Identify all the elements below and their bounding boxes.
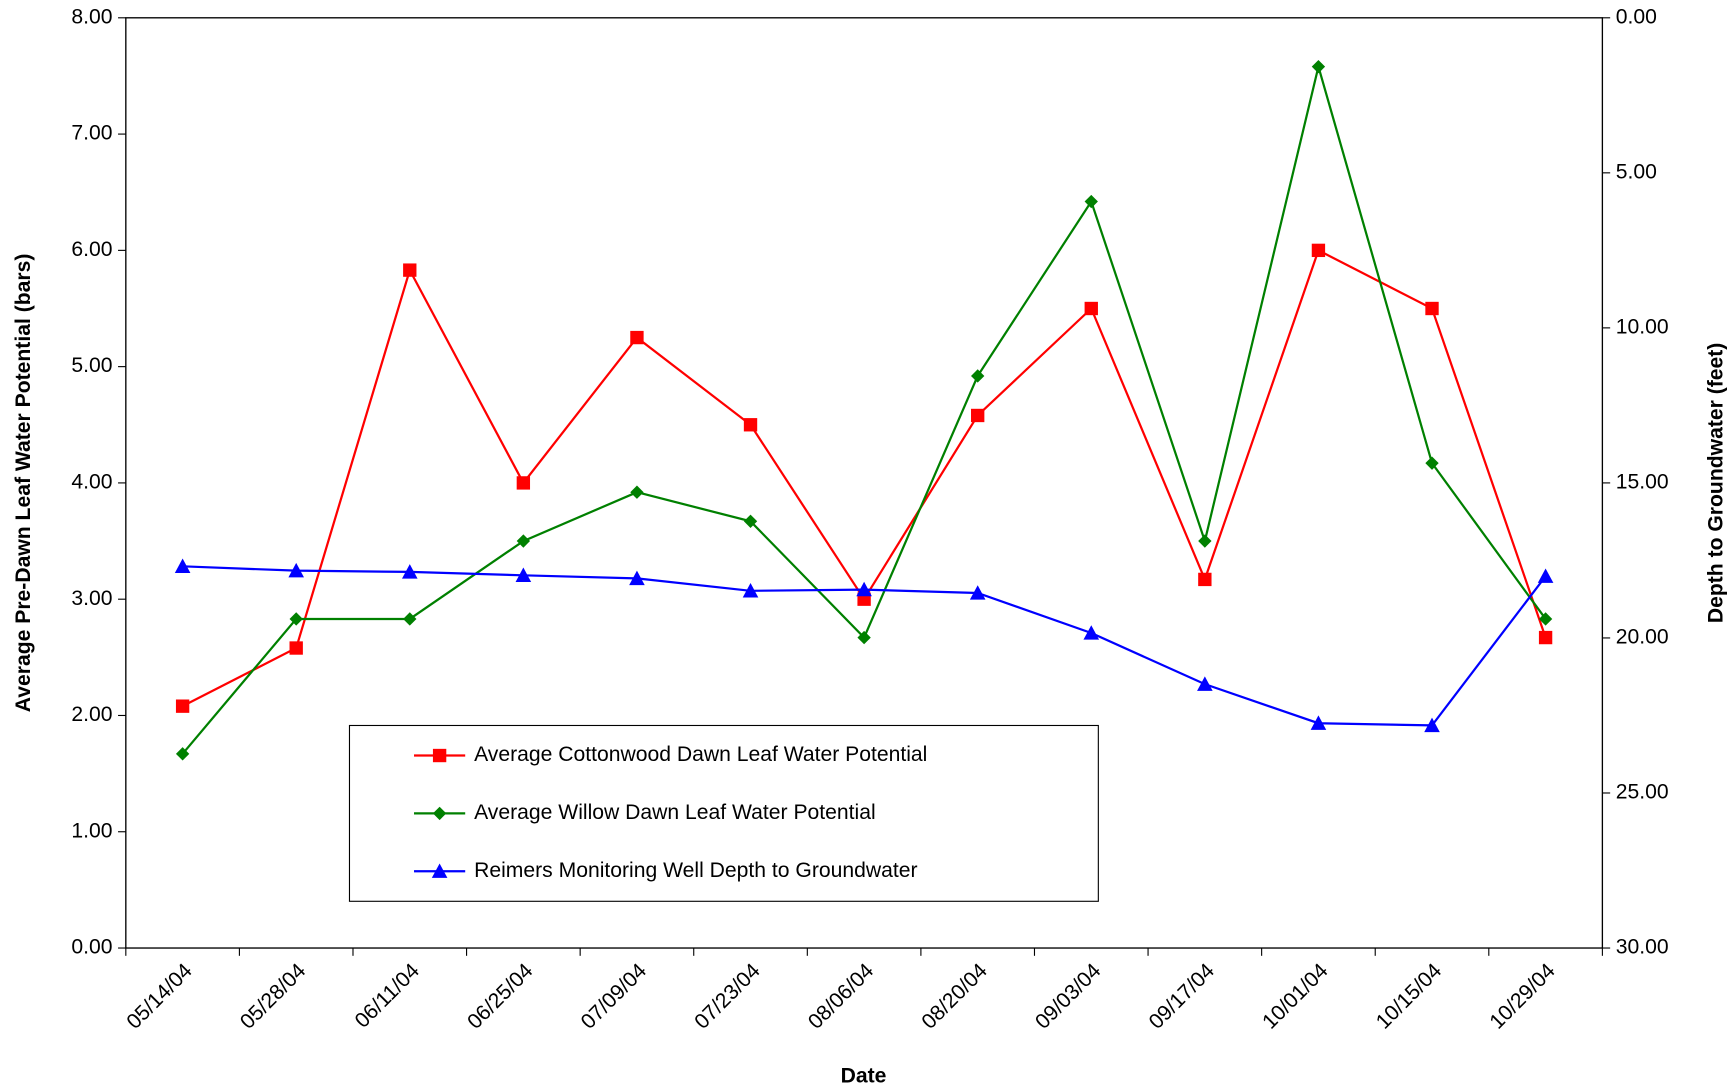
marker [1311,243,1326,258]
y2-tick-label: 30.00 [1616,936,1669,959]
y2-tick-label: 5.00 [1616,160,1657,183]
x-tick-label: 08/06/04 [804,959,879,1034]
y-tick-label: 7.00 [71,122,112,145]
y-axis-title: Average Pre-Dawn Leaf Water Potential (b… [12,254,35,713]
x-tick-label: 09/03/04 [1031,959,1106,1034]
x-tick-label: 07/09/04 [577,959,652,1034]
marker [1197,676,1213,691]
marker [175,747,190,761]
x-tick-label: 10/01/04 [1258,959,1333,1034]
marker [971,369,985,383]
y-tick-label: 6.00 [71,238,112,261]
y2-tick-label: 20.00 [1616,626,1669,649]
y-tick-label: 8.00 [71,5,112,28]
x-tick-label: 06/25/04 [463,959,538,1034]
y2-tick-label: 15.00 [1616,470,1669,493]
legend-label: Average Willow Dawn Leaf Water Potential [474,801,876,824]
legend-box [348,724,1099,902]
marker [1198,534,1212,548]
legend-label: Average Cottonwood Dawn Leaf Water Poten… [474,743,927,766]
marker [856,581,872,597]
legend-marker [432,748,447,763]
marker [288,562,304,578]
y-tick-label: 2.00 [71,703,112,726]
marker [1084,194,1098,209]
marker [969,585,986,600]
y2-tick-label: 25.00 [1616,781,1669,804]
x-axis-title: Date [841,1065,887,1086]
x-tick-label: 05/28/04 [236,959,311,1034]
marker [1311,59,1326,74]
marker [743,514,758,528]
marker [1425,301,1439,316]
series-line [181,62,1547,755]
y-tick-label: 4.00 [71,470,112,493]
x-tick-label: 05/14/04 [122,959,197,1034]
x-tick-label: 06/11/04 [351,959,424,1032]
marker [1425,456,1439,470]
x-tick-label: 07/23/04 [690,959,765,1034]
marker [1538,612,1553,626]
marker [1084,301,1098,316]
marker [971,408,985,423]
marker [1424,717,1440,733]
marker [401,564,418,579]
marker [1198,572,1212,587]
legend-label: Reimers Monitoring Well Depth to Groundw… [474,859,917,882]
y2-axis-title: Depth to Groundwater (feet) [1705,343,1728,623]
marker [403,263,417,277]
marker [630,330,644,345]
marker [174,558,191,573]
marker [403,612,417,626]
marker [742,583,759,598]
y-tick-label: 5.00 [71,354,112,377]
legend-marker [431,863,448,878]
marker [1083,625,1100,640]
x-tick-label: 10/15/04 [1372,959,1447,1034]
y2-tick-label: 0.00 [1616,5,1657,28]
marker [516,476,531,490]
marker [289,641,303,655]
y-tick-label: 0.00 [71,936,112,959]
x-tick-label: 08/20/04 [917,959,992,1034]
y2-tick-label: 10.00 [1616,315,1669,338]
marker [743,418,758,432]
marker [1310,715,1327,730]
legend-marker [432,806,447,821]
marker [175,699,190,713]
marker [516,534,531,548]
y-tick-label: 1.00 [71,819,112,842]
x-tick-label: 09/17/04 [1145,959,1220,1034]
marker [1537,568,1554,583]
marker [515,567,532,582]
x-tick-label: 10/29/04 [1485,959,1560,1034]
marker [630,485,644,499]
marker [857,630,871,645]
marker [1538,630,1553,645]
y-tick-label: 3.00 [71,587,112,610]
marker [629,570,645,586]
